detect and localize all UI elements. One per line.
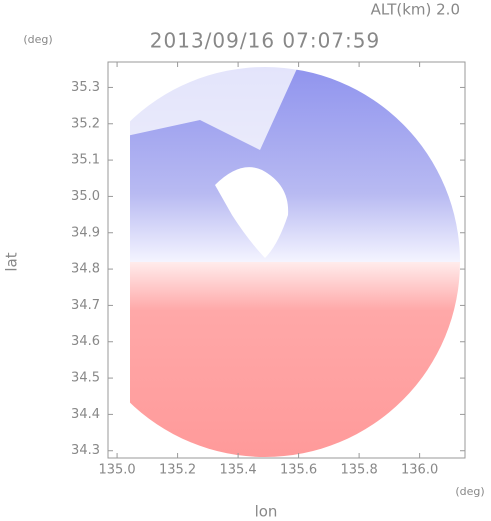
no-echo-area: [215, 167, 289, 258]
receding-velocity: [108, 262, 460, 457]
y-tick-label: 34.8: [71, 262, 100, 277]
x-axis-label: lon: [255, 503, 278, 521]
x-tick-label: 135.8: [341, 463, 378, 478]
y-tick-label: 34.7: [71, 298, 100, 313]
radar-image: [108, 62, 460, 458]
x-tick-label: 135.4: [219, 463, 256, 478]
y-tick-label: 34.5: [71, 371, 100, 386]
y-tick-label: 35.2: [71, 116, 100, 131]
y-tick-label: 35.1: [71, 153, 100, 168]
altitude: ALT(km) 2.0: [371, 1, 460, 19]
y-tick-label: 34.9: [71, 225, 100, 240]
no-echo-area: [108, 62, 300, 150]
x-tick-label: 135.2: [159, 463, 196, 478]
y-tick-label: 34.4: [71, 407, 100, 422]
x-tick-label: 136.0: [401, 463, 438, 478]
x-tick-label: 135.0: [98, 463, 135, 478]
x-unit: (deg): [455, 485, 484, 498]
y-tick-label: 35.3: [71, 80, 100, 95]
y-tick-label: 34.3: [71, 443, 100, 458]
no-echo-area: [108, 62, 130, 458]
chart-title: 2013/09/16 07:07:59: [150, 29, 380, 53]
y-unit: (deg): [23, 33, 52, 46]
x-tick-label: 135.6: [280, 463, 317, 478]
plot-frame: [107, 61, 466, 459]
y-tick-label: 35.0: [71, 189, 100, 204]
y-axis-label: lat: [3, 252, 21, 271]
y-tick-label: 34.6: [71, 334, 100, 349]
